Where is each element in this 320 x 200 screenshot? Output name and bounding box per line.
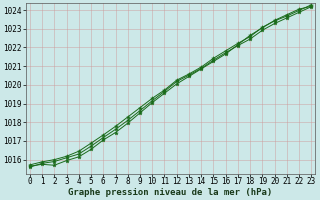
X-axis label: Graphe pression niveau de la mer (hPa): Graphe pression niveau de la mer (hPa) <box>68 188 273 197</box>
